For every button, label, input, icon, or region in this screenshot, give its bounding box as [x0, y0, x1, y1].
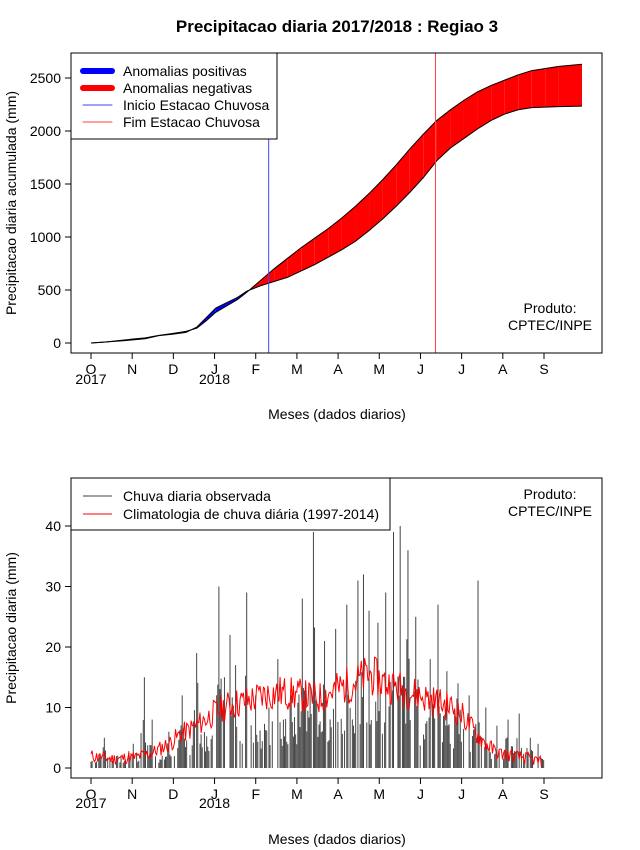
negative-anomaly-area [558, 64, 582, 107]
positive-anomaly-area [206, 308, 216, 321]
x-tick-label: N [127, 361, 137, 377]
positive-anomaly-area [215, 302, 227, 313]
legend-box [70, 477, 391, 531]
producer-label: Produto: [524, 300, 577, 316]
x-tick-label: D [168, 786, 178, 802]
x-tick-label: J [211, 786, 218, 802]
negative-anomaly-area [491, 80, 505, 121]
year-label-2018: 2018 [199, 371, 230, 387]
x-tick-label: S [539, 786, 548, 802]
negative-anomaly-area [396, 149, 410, 207]
x-tick-label: O [86, 786, 97, 802]
negative-anomaly-area [463, 91, 478, 139]
y-tick-label: 500 [38, 282, 62, 298]
producer-label: Produto: [524, 486, 577, 502]
negative-anomaly-area [477, 85, 492, 129]
x-tick-label: M [373, 361, 385, 377]
y-tick-label: 10 [45, 700, 61, 716]
y-tick-label: 1000 [30, 229, 61, 245]
observed-accumulated-line [90, 105, 582, 344]
negative-anomaly-area [504, 74, 519, 115]
y-tick-label: 2500 [30, 70, 61, 86]
x-tick-label: A [498, 361, 508, 377]
negative-anomaly-area [287, 247, 302, 278]
legend-label: Anomalias positivas [123, 63, 247, 79]
y-axis-label: Precipitacao diaria acumulada (mm) [3, 91, 19, 315]
y-axis-label: Precipitacao diaria (mm) [3, 552, 19, 704]
negative-anomaly-area [274, 258, 288, 282]
negative-anomaly-area [369, 179, 383, 231]
negative-anomaly-area [450, 100, 464, 148]
negative-anomaly-area [423, 120, 437, 178]
x-tick-label: M [291, 361, 303, 377]
year-label-2017: 2017 [75, 795, 106, 811]
climatology-accumulated-line [90, 63, 583, 344]
legend-label: Inicio Estacao Chuvosa [123, 97, 270, 113]
climatology-line [90, 656, 542, 768]
negative-anomaly-area [355, 193, 370, 242]
negative-anomaly-area [301, 238, 315, 271]
negative-anomaly-area [341, 206, 356, 250]
negative-anomaly-area [531, 68, 546, 108]
x-axis-label: Meses (dados diarios) [268, 831, 406, 847]
x-tick-label: M [291, 786, 303, 802]
x-tick-label: S [539, 361, 548, 377]
daily-panel: 0 10 20 30 40 Precipitacao diaria (mm) O N D J F M A… [3, 477, 603, 847]
x-tick-label: N [127, 786, 137, 802]
x-tick-label: J [211, 361, 218, 377]
legend-label: Chuva diaria observada [123, 488, 271, 504]
negative-anomaly-area [518, 70, 532, 110]
x-tick-label: J [417, 786, 424, 802]
y-tick-label: 1500 [30, 176, 61, 192]
legend-label: Climatologia de chuva diária (1997-2014) [123, 506, 379, 522]
x-axis-label: Meses (dados diarios) [268, 406, 406, 422]
negative-anomaly-area [436, 109, 451, 161]
producer-name: CPTEC/INPE [508, 503, 592, 519]
figure-title: Precipitacao diaria 2017/2018 : Regiao 3 [176, 17, 498, 36]
x-tick-label: J [458, 786, 465, 802]
y-tick-label: 0 [53, 760, 61, 776]
x-tick-label: J [417, 361, 424, 377]
legend-box [70, 52, 278, 140]
x-tick-label: O [86, 361, 97, 377]
negative-anomaly-area [260, 268, 275, 286]
y-tick-label: 0 [53, 335, 61, 351]
year-label-2018: 2018 [199, 795, 230, 811]
legend-label: Fim Estacao Chuvosa [123, 114, 260, 130]
negative-anomaly-area [314, 228, 329, 265]
x-tick-label: J [458, 361, 465, 377]
x-tick-label: M [373, 786, 385, 802]
y-tick-label: 2000 [30, 123, 61, 139]
year-label-2017: 2017 [75, 371, 106, 387]
y-tick-label: 40 [45, 518, 61, 534]
y-tick-label: 20 [45, 639, 61, 655]
negative-anomaly-area [409, 134, 424, 193]
x-tick-label: A [498, 786, 508, 802]
legend: Chuva diaria observada Climatologia de ch… [70, 477, 391, 531]
x-tick-label: F [251, 786, 260, 802]
negative-anomaly-area [382, 164, 397, 219]
legend-label: Anomalias negativas [123, 80, 252, 96]
cumulative-panel: 0 500 1000 1500 2000 2500 Precipitacao diaria … [3, 52, 603, 422]
x-tick-label: F [251, 361, 260, 377]
y-tick-label: 30 [45, 579, 61, 595]
negative-anomaly-area [545, 66, 559, 108]
plot-frame [70, 52, 603, 354]
negative-anomaly-area [328, 217, 342, 258]
producer-name: CPTEC/INPE [508, 317, 592, 333]
x-tick-label: A [333, 361, 343, 377]
x-tick-label: D [168, 361, 178, 377]
x-tick-label: A [333, 786, 343, 802]
